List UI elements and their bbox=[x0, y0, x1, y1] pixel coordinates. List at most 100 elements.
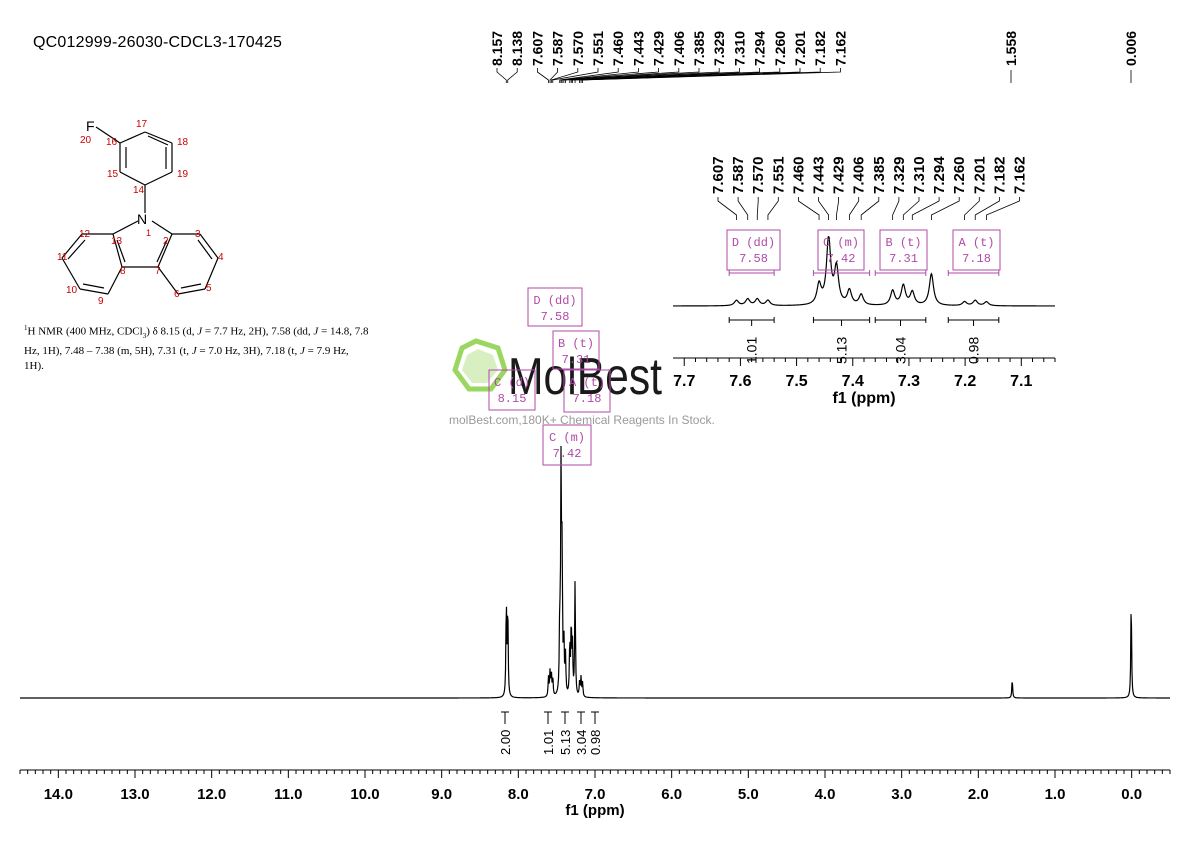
inset-peak-leader bbox=[848, 197, 860, 220]
main-peak-label: 7.406 bbox=[671, 31, 687, 66]
main-peak-leader bbox=[496, 68, 507, 83]
main-peak-leader bbox=[537, 68, 549, 83]
inset-tick-label: 7.4 bbox=[842, 373, 864, 390]
inset-peak-leader bbox=[737, 197, 749, 220]
main-peak-label: 7.260 bbox=[772, 31, 788, 66]
main-multiplet-shift: 7.58 bbox=[541, 310, 570, 324]
atom-label: 6 bbox=[174, 289, 180, 300]
main-tick-label: 14.0 bbox=[44, 786, 73, 803]
main-peak-leader bbox=[570, 68, 740, 83]
atom-label: 8 bbox=[120, 266, 126, 277]
inset-multiplet-letter: C (m) bbox=[823, 236, 859, 250]
atom-label: 19 bbox=[177, 169, 189, 180]
main-integral-value: 2.00 bbox=[498, 730, 513, 755]
main-tick-label: 1.0 bbox=[1045, 786, 1066, 803]
inset-peak-label: 7.329 bbox=[891, 156, 908, 194]
inset-multiplet-box bbox=[879, 229, 928, 271]
atom-label: 17 bbox=[136, 119, 148, 130]
inset-peak-label: 7.460 bbox=[790, 156, 807, 194]
inset-peak-label: 7.385 bbox=[871, 156, 888, 194]
atom-label: 2 bbox=[163, 236, 169, 247]
main-integral-value: 3.04 bbox=[574, 730, 589, 755]
main-integral-value: 1.01 bbox=[541, 730, 556, 755]
main-tick-label: 7.0 bbox=[585, 786, 606, 803]
main-peak-leader bbox=[552, 68, 599, 83]
main-peak-leader bbox=[549, 68, 558, 83]
main-multiplet-letter: B (t) bbox=[558, 337, 594, 351]
inset-peak-leader bbox=[717, 197, 737, 220]
nmr-description: 1H NMR (400 MHz, CDCl3) δ 8.15 (d, J = 7… bbox=[24, 324, 369, 372]
molecule-structure bbox=[61, 126, 219, 295]
main-peak-label: 7.201 bbox=[792, 31, 808, 66]
main-peak-label: 7.329 bbox=[711, 31, 727, 66]
main-tick-label: 12.0 bbox=[197, 786, 226, 803]
inset-peak-label: 7.260 bbox=[951, 156, 968, 194]
inset-tick-label: 7.6 bbox=[729, 373, 751, 390]
inset-peak-label: 7.310 bbox=[911, 156, 928, 194]
main-tick-label: 5.0 bbox=[738, 786, 759, 803]
inset-peak-label: 7.201 bbox=[971, 156, 988, 194]
main-multiplet-box bbox=[563, 369, 611, 413]
atom-label: 1 bbox=[146, 228, 151, 238]
inset-multiplet-letter: A (t) bbox=[958, 236, 994, 250]
main-multiplet-letter: D (dd) bbox=[533, 294, 576, 308]
inset-multiplet-shift: 7.58 bbox=[739, 252, 768, 266]
main-peak-leader bbox=[550, 68, 579, 83]
main-multiplet-letter: A (t) bbox=[569, 376, 605, 390]
inset-integral-value: 3.04 bbox=[893, 337, 909, 364]
main-tick-label: 8.0 bbox=[508, 786, 529, 803]
inset-integral-value: 1.01 bbox=[744, 337, 760, 364]
inset-peak-label: 7.162 bbox=[1012, 156, 1029, 194]
inset-multiplet-box bbox=[952, 229, 1001, 271]
atom-label: F bbox=[86, 118, 95, 134]
main-peak-leader bbox=[560, 68, 639, 83]
main-peak-label: 7.551 bbox=[590, 31, 606, 66]
main-peak-leader bbox=[569, 68, 720, 83]
main-peak-label: 0.006 bbox=[1123, 31, 1139, 66]
inset-multiplet-shift: 7.31 bbox=[889, 252, 918, 266]
inset-peak-leader bbox=[818, 197, 830, 220]
main-spectrum-line bbox=[20, 445, 1171, 699]
main-multiplet-letter: C (d) bbox=[494, 376, 530, 390]
watermark-logo: MolBest bbox=[452, 338, 662, 406]
inset-peak-label: 7.406 bbox=[851, 156, 868, 194]
inset-peak-label: 7.551 bbox=[770, 156, 787, 194]
main-integral-value: 5.13 bbox=[558, 730, 573, 755]
molecule-atom-labels: F20 16 17 18 19 14 15 N1 12 13 2 3 11 4 8 7 10 9 6 5 bbox=[57, 118, 224, 307]
inset-peak-label: 7.443 bbox=[811, 156, 828, 194]
main-peak-label: 8.157 bbox=[489, 31, 505, 66]
inset-peak-leader bbox=[756, 197, 759, 220]
main-integral-value: 0.98 bbox=[588, 730, 603, 755]
main-peak-label: 7.587 bbox=[550, 31, 566, 66]
main-tick-label: 9.0 bbox=[431, 786, 452, 803]
main-peak-label: 7.460 bbox=[610, 31, 626, 66]
atom-label: 4 bbox=[218, 252, 224, 263]
main-peak-leader bbox=[563, 68, 680, 83]
inset-tick-label: 7.7 bbox=[673, 373, 695, 390]
main-multiplet-shift: 7.31 bbox=[562, 353, 591, 367]
inset-peak-leader bbox=[911, 197, 940, 220]
main-peak-leader bbox=[561, 68, 659, 83]
main-peak-label: 7.182 bbox=[812, 31, 828, 66]
atom-label: 13 bbox=[111, 236, 123, 247]
inset-peak-leader bbox=[964, 197, 980, 220]
watermark-logo-text: MolBest bbox=[508, 348, 662, 406]
atom-label: 16 bbox=[106, 137, 118, 148]
atom-label: 14 bbox=[133, 185, 145, 196]
inset-spectrum-line bbox=[673, 235, 1055, 307]
inset-multiplet-box bbox=[726, 229, 781, 271]
inset-tick-label: 7.2 bbox=[954, 373, 976, 390]
inset-peak-leader bbox=[986, 197, 1020, 220]
inset-peak-leader bbox=[767, 197, 779, 220]
main-peak-label: 7.443 bbox=[630, 31, 646, 66]
inset-tick-label: 7.5 bbox=[785, 373, 807, 390]
inset-tick-label: 7.3 bbox=[898, 373, 920, 390]
main-peak-leader bbox=[574, 68, 781, 83]
inset-peak-leader bbox=[892, 197, 900, 220]
inset-peak-leader bbox=[860, 197, 880, 220]
atom-label: N bbox=[137, 211, 147, 227]
inset-peak-label: 7.607 bbox=[710, 156, 727, 194]
atom-label: 15 bbox=[107, 169, 119, 180]
main-spectrum: 14.0 13.0 12.0 11.0 10.0 9.0 8.0 7.0 6.0 5.0 4.0 3.… bbox=[19, 31, 1171, 819]
main-peak-leader bbox=[582, 68, 841, 83]
